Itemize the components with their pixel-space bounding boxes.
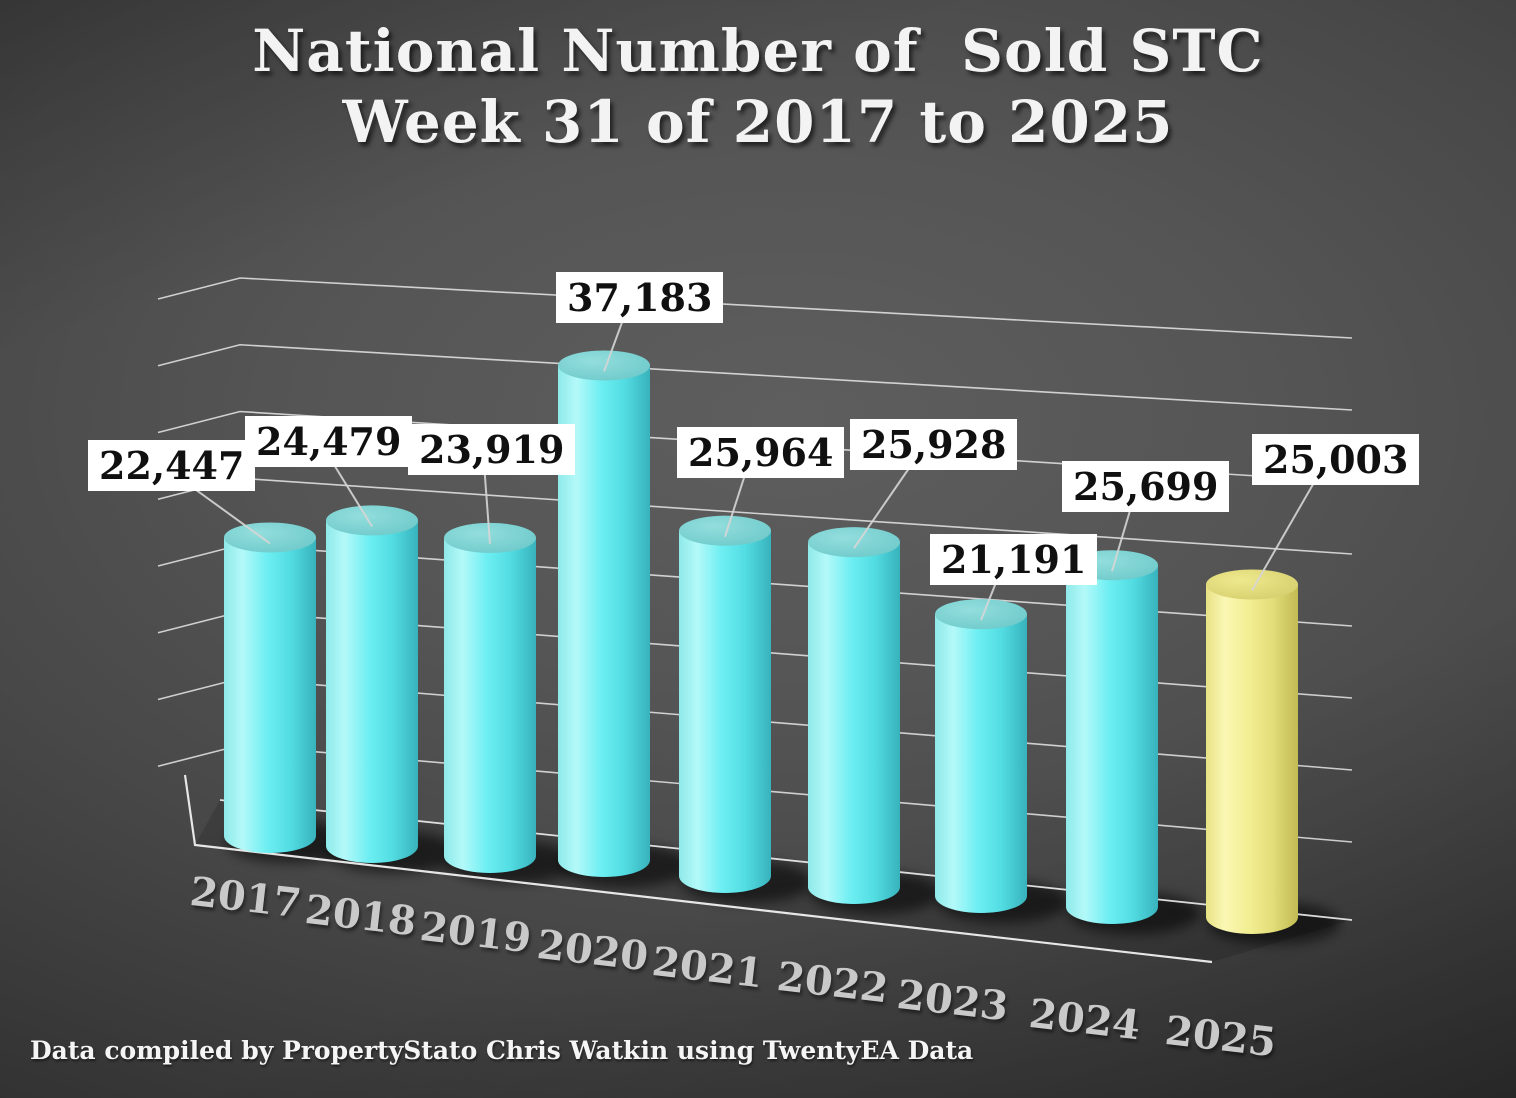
cylinder-top bbox=[558, 350, 650, 381]
value-label-2018: 24,479 bbox=[245, 416, 413, 468]
cylinder-top bbox=[326, 505, 418, 536]
cylinder-top bbox=[935, 599, 1027, 630]
bar-2022 bbox=[808, 527, 900, 904]
gridline-40000 bbox=[157, 277, 1353, 339]
bar-2020 bbox=[558, 350, 650, 877]
cylinder-top bbox=[224, 522, 316, 553]
cylinder-body bbox=[326, 520, 418, 863]
cylinder-body bbox=[679, 530, 771, 893]
cylinder-top bbox=[808, 527, 900, 558]
bar-2025 bbox=[1206, 569, 1298, 934]
value-label-2019: 23,919 bbox=[408, 424, 576, 476]
cylinder-body bbox=[1066, 565, 1158, 924]
value-label-2021: 25,964 bbox=[677, 427, 845, 479]
value-label-2020: 37,183 bbox=[556, 272, 724, 324]
bar-2023 bbox=[935, 599, 1027, 913]
bar-2017 bbox=[224, 522, 316, 853]
cylinder-top bbox=[1206, 569, 1298, 600]
bar-2021 bbox=[679, 515, 771, 893]
bar-2019 bbox=[444, 522, 536, 873]
value-label-2022: 25,928 bbox=[850, 419, 1018, 471]
gridline-35000 bbox=[157, 343, 1353, 411]
chart-title-line1: National Number of Sold STC bbox=[252, 17, 1264, 85]
cylinder-body bbox=[224, 537, 316, 853]
bar-2024 bbox=[1066, 550, 1158, 924]
floor-front-edge bbox=[183, 774, 1213, 964]
value-label-2023: 21,191 bbox=[930, 534, 1098, 586]
cylinder-body bbox=[808, 542, 900, 904]
bar-2018 bbox=[326, 505, 418, 863]
data-source-note: Data compiled by PropertyStato Chris Wat… bbox=[30, 1036, 974, 1065]
chart-title-line2: Week 31 of 2017 to 2025 bbox=[342, 87, 1174, 156]
chart-title: National Number of Sold STC Week 31 of 2… bbox=[0, 16, 1516, 158]
cylinder-top bbox=[679, 515, 771, 546]
cylinder-body bbox=[935, 614, 1027, 913]
cylinder-body bbox=[1206, 584, 1298, 934]
cylinder-body bbox=[444, 537, 536, 873]
value-label-2025: 25,003 bbox=[1252, 434, 1420, 486]
cylinder-body bbox=[558, 365, 650, 877]
value-label-2024: 25,699 bbox=[1062, 461, 1230, 513]
value-label-2017: 22,447 bbox=[88, 440, 256, 492]
